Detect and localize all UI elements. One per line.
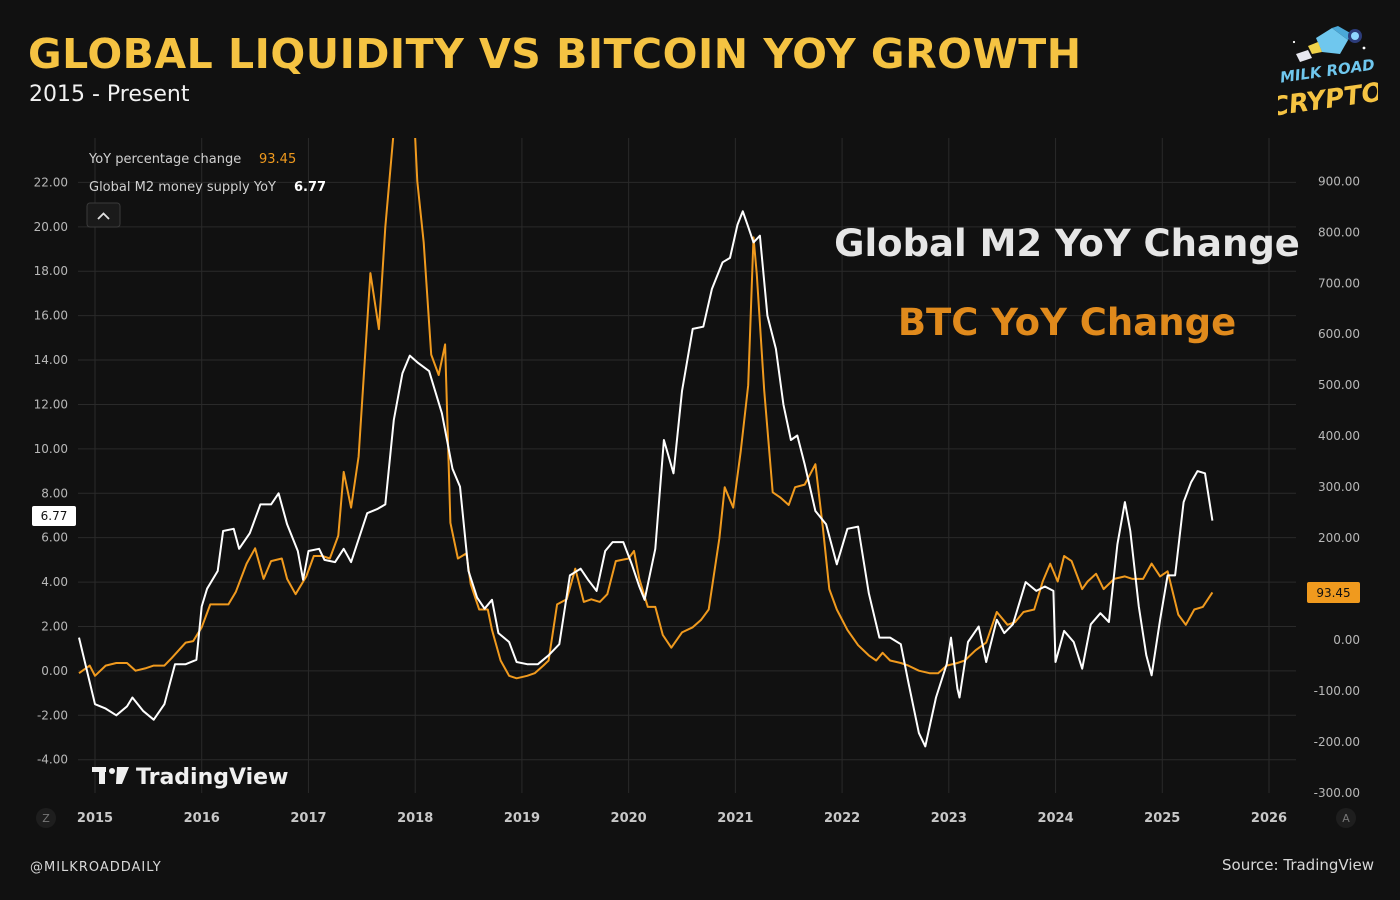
right-tick-label: 800.00 — [1318, 225, 1360, 239]
left-price-tag: 6.77 — [32, 506, 76, 526]
x-tick-label: 2022 — [824, 811, 860, 826]
right-tick-label: -100.00 — [1314, 684, 1360, 698]
left-price-tag-value: 6.77 — [41, 509, 68, 523]
annotation-btc: BTC YoY Change — [898, 301, 1236, 344]
left-tick-label: 16.00 — [34, 309, 68, 323]
x-tick-label: 2023 — [931, 811, 967, 826]
left-tick-label: 22.00 — [34, 175, 68, 189]
tradingview-watermark-text: TradingView — [136, 765, 288, 790]
right-tick-label: 900.00 — [1318, 174, 1360, 188]
page-subtitle: 2015 - Present — [29, 82, 190, 107]
footer-source: Source: TradingView — [1222, 856, 1374, 874]
milk-road-crypto-logo: MILK ROAD CRYPTO — [1278, 26, 1378, 123]
left-axis-ticks: -4.00 -2.00 0.00 2.00 4.00 6.00 8.00 10.00 12.00… — [34, 175, 68, 766]
legend-m2-label: Global M2 money supply YoY — [89, 180, 276, 195]
right-axis-ticks: -300.00-200.00-100.000.00100.00200.00300… — [1314, 174, 1360, 800]
x-tick-label: 2015 — [77, 811, 113, 826]
x-tick-label: 2018 — [397, 811, 433, 826]
x-tick-label: 2020 — [611, 811, 647, 826]
x-tick-label: 2016 — [184, 811, 220, 826]
line-chart[interactable]: -4.00 -2.00 0.00 2.00 4.00 6.00 8.00 10.00 12.00… — [0, 130, 1400, 840]
right-tick-label: 300.00 — [1318, 480, 1360, 494]
collapse-legend-button[interactable] — [86, 202, 121, 228]
left-tick-label: 18.00 — [34, 264, 68, 278]
left-tick-label: 4.00 — [41, 575, 68, 589]
legend-btc-value: 93.45 — [259, 152, 296, 167]
tradingview-logo-icon — [92, 767, 129, 784]
left-tick-label: 6.00 — [41, 531, 68, 545]
right-tick-label: -300.00 — [1314, 786, 1360, 800]
x-tick-label: 2024 — [1037, 811, 1073, 826]
left-scale-button-label: Z — [42, 812, 50, 825]
right-tick-label: 0.00 — [1333, 633, 1360, 647]
x-tick-label: 2017 — [290, 811, 326, 826]
page-title: GLOBAL LIQUIDITY VS BITCOIN YOY GROWTH — [28, 30, 1082, 78]
legend-m2-value: 6.77 — [294, 180, 326, 195]
left-tick-label: -2.00 — [37, 708, 68, 722]
chart-grid — [78, 138, 1296, 793]
x-axis-ticks: 2015 2016 2017 2018 2019 2020 2021 2022 2023 2024… — [77, 811, 1287, 826]
left-tick-label: 8.00 — [41, 486, 68, 500]
left-tick-label: 20.00 — [34, 220, 68, 234]
right-price-tag: 93.45 — [1307, 582, 1360, 603]
tradingview-watermark: TradingView — [92, 765, 288, 790]
x-tick-label: 2026 — [1251, 811, 1287, 826]
left-tick-label: 12.00 — [34, 397, 68, 411]
x-tick-label: 2019 — [504, 811, 540, 826]
left-tick-label: 0.00 — [41, 664, 68, 678]
right-scale-button[interactable]: A — [1336, 808, 1356, 828]
right-tick-label: 200.00 — [1318, 531, 1360, 545]
right-tick-label: 400.00 — [1318, 429, 1360, 443]
right-tick-label: -200.00 — [1314, 735, 1360, 749]
legend-btc-label: YoY percentage change — [88, 152, 241, 167]
right-tick-label: 700.00 — [1318, 276, 1360, 290]
milk-carton-astronaut-icon — [1292, 26, 1366, 62]
annotation-m2: Global M2 YoY Change — [834, 222, 1300, 265]
chevron-up-icon — [97, 212, 110, 220]
footer-handle: @MILKROADDAILY — [30, 860, 162, 875]
left-tick-label: 2.00 — [41, 619, 68, 633]
left-tick-label: -4.00 — [37, 753, 68, 767]
series-line-btc-yoy — [78, 138, 1214, 680]
chart-container[interactable]: -4.00 -2.00 0.00 2.00 4.00 6.00 8.00 10.00 12.00… — [0, 130, 1400, 840]
series-line-global-m2-yoy — [78, 210, 1214, 748]
left-scale-button[interactable]: Z — [36, 808, 56, 828]
right-tick-label: 600.00 — [1318, 327, 1360, 341]
left-tick-label: 14.00 — [34, 353, 68, 367]
x-tick-label: 2021 — [717, 811, 753, 826]
right-price-tag-value: 93.45 — [1316, 586, 1350, 600]
left-tick-label: 10.00 — [34, 442, 68, 456]
right-scale-button-label: A — [1342, 812, 1350, 825]
right-tick-label: 500.00 — [1318, 378, 1360, 392]
x-tick-label: 2025 — [1144, 811, 1180, 826]
